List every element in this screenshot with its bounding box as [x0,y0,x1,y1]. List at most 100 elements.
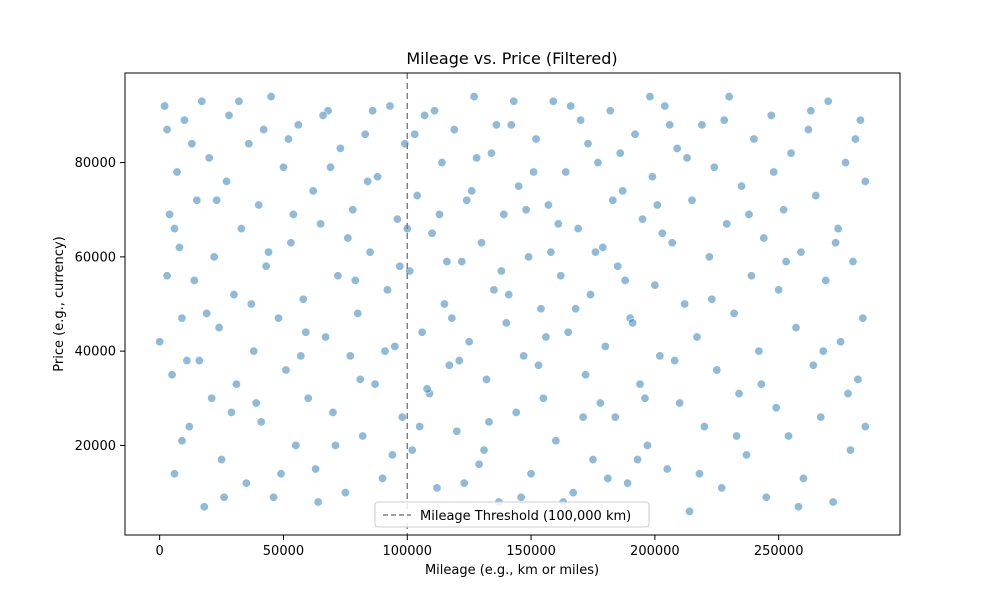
data-point [841,158,851,168]
data-point [637,214,647,224]
data-point [249,346,259,356]
data-point [694,469,704,479]
data-point [162,271,172,281]
data-point [395,261,405,271]
data-point [430,106,440,116]
data-point [709,162,719,172]
data-point [390,341,400,351]
data-point [821,275,831,285]
data-point [593,158,603,168]
data-point [828,497,838,507]
data-point [417,327,427,337]
data-point [182,356,192,366]
data-point [806,106,816,116]
data-point [858,313,868,323]
data-point [412,191,422,201]
data-point [170,224,180,234]
data-point [823,96,833,106]
data-point [224,110,234,120]
data-point [588,455,598,465]
data-point [670,356,680,366]
data-point [734,389,744,399]
data-point [595,398,605,408]
data-point [514,181,524,191]
data-point [633,455,643,465]
data-point [533,360,543,370]
data-point [608,195,618,205]
y-tick-label: 20000 [75,439,116,454]
data-point [197,96,207,106]
data-point [333,271,343,281]
data-point [704,252,714,262]
data-point [469,92,479,102]
data-point [259,125,269,135]
data-point [236,224,246,234]
data-point [283,134,293,144]
data-point [313,497,323,507]
data-point [345,351,355,361]
x-tick-label: 200000 [630,544,680,559]
data-point [358,431,368,441]
data-point [199,502,209,512]
data-point [444,360,454,370]
x-tick-label: 0 [156,544,164,559]
data-point [665,120,675,130]
data-point [177,436,187,446]
data-point [793,502,803,512]
x-axis-label: Mileage (e.g., km or miles) [425,563,599,578]
data-point [298,294,308,304]
data-point [189,275,199,285]
data-point [355,374,365,384]
data-point [387,450,397,460]
data-point [546,247,556,257]
data-point [172,167,182,177]
data-point [296,351,306,361]
data-point [491,120,501,130]
data-point [170,469,180,479]
data-point [831,238,841,248]
y-axis-ticks: 20000 40000 60000 80000 [75,156,125,454]
data-point [479,445,489,455]
data-point [350,275,360,285]
data-point [556,271,566,281]
data-point [531,134,541,144]
data-point [256,417,266,427]
data-point [724,92,734,102]
data-point [833,224,843,234]
data-point [459,478,469,488]
data-point [848,257,858,267]
data-point [843,389,853,399]
data-point [365,247,375,257]
data-point [717,483,727,493]
data-point [650,280,660,290]
data-point [675,398,685,408]
data-point [496,266,506,276]
data-point [432,483,442,493]
data-point [672,143,682,153]
data-point [640,393,650,403]
data-point [202,308,212,318]
data-point [434,209,444,219]
data-point [581,370,591,380]
data-point [373,172,383,182]
chart-title: Mileage vs. Price (Filtered) [406,49,617,68]
data-point [536,304,546,314]
data-point [360,129,370,139]
data-point [212,195,222,205]
data-point [254,200,264,210]
data-point [660,101,670,111]
data-point [219,492,229,502]
data-point [184,422,194,432]
data-point [526,469,536,479]
data-point [845,445,855,455]
legend-label: Mileage Threshold (100,000 km) [420,509,631,524]
data-point [563,327,573,337]
data-point [538,393,548,403]
data-point [303,393,313,403]
data-point [499,209,509,219]
data-point [482,374,492,384]
data-point [454,356,464,366]
data-point [744,209,754,219]
data-point [261,261,271,271]
